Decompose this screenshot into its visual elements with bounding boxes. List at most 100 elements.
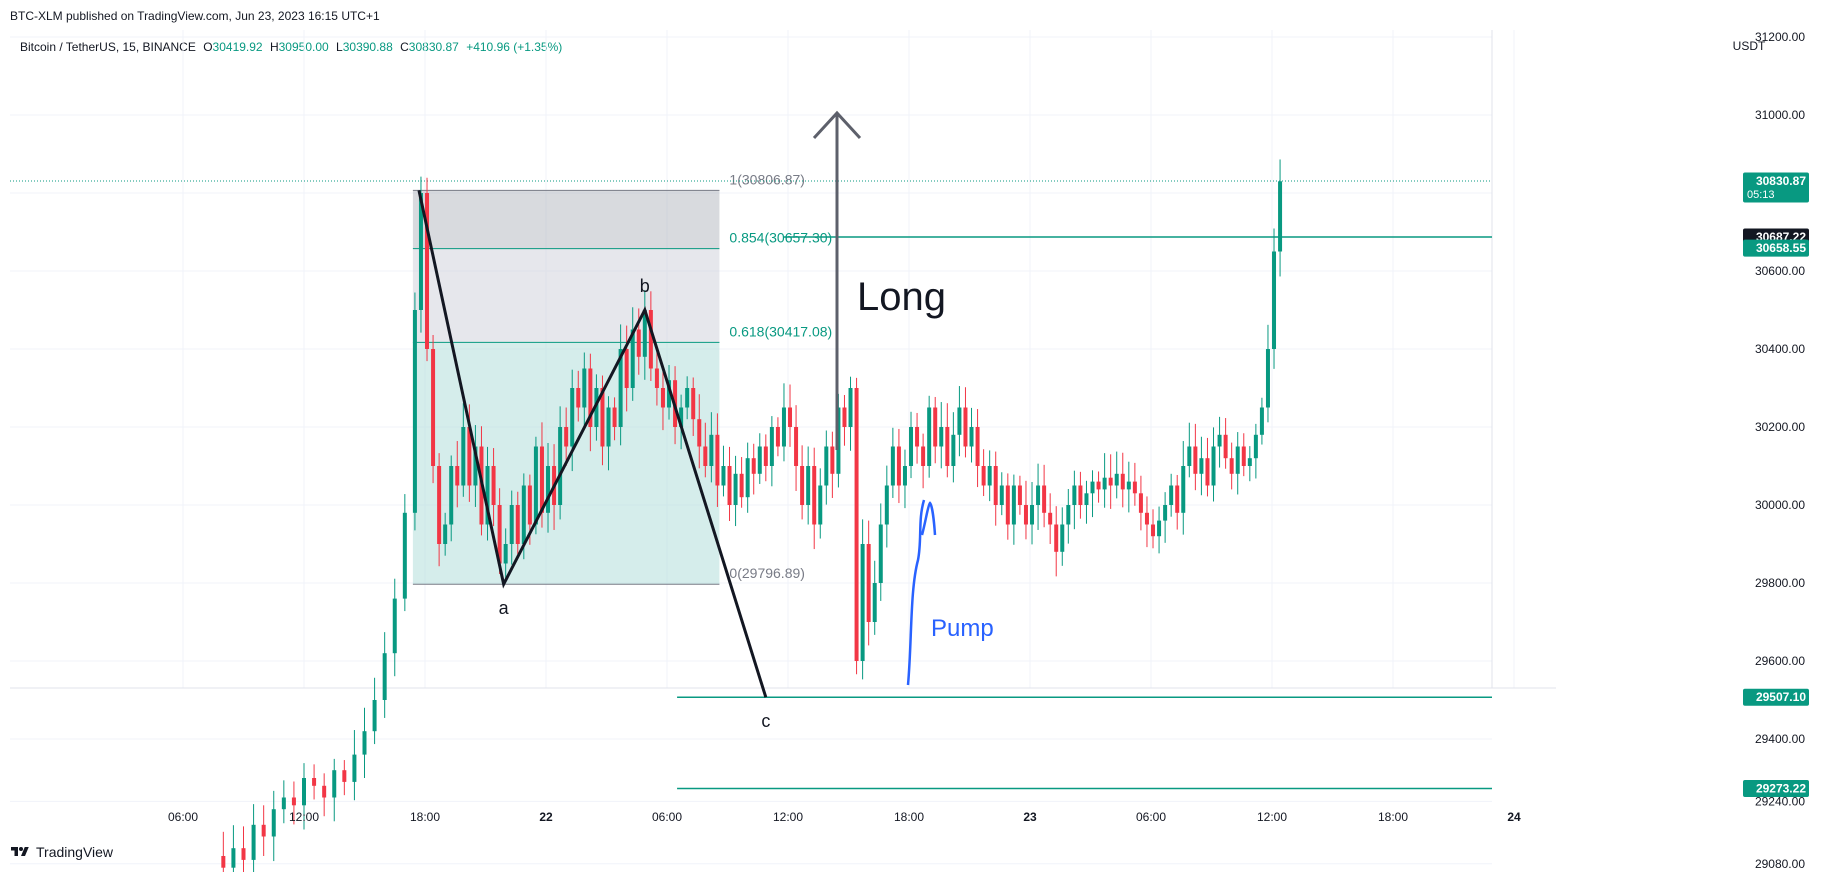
candle-body [1205,458,1210,486]
candle-body [221,856,226,868]
long-annotation: Long [857,275,946,319]
candle-body [485,466,490,525]
candle-body [884,485,889,525]
candle-body [570,388,575,447]
price-axis-tick: 29800.00 [1755,576,1805,590]
candle-body [261,824,266,837]
candle-body [1163,505,1168,521]
open-label: O [203,40,213,54]
price-axis-tick: 31200.00 [1755,30,1805,44]
candle-body [392,598,397,654]
candle-body [709,434,714,466]
fib-level-label: 0.854(30657.30) [729,230,832,246]
candle-body [271,809,276,837]
price-axis-tick: 30600.00 [1755,264,1805,278]
candle-body [691,388,696,420]
candle-body [715,434,720,486]
candle-body [473,446,478,486]
time-axis-tick: 18:00 [1378,810,1408,824]
candle-body [588,368,593,427]
candle-body [975,427,980,466]
candle-body [241,848,246,860]
price-axis-tick: 29080.00 [1755,857,1805,871]
candle-body [1042,485,1047,513]
candle-body [830,446,835,474]
candle-body [848,388,853,427]
price-tag-countdown: 05:13 [1747,189,1775,201]
candle-body [1023,505,1028,525]
candle-body [775,427,780,447]
candle-body [866,544,871,622]
candle-body [999,485,1004,505]
price-axis-tick: 29400.00 [1755,732,1805,746]
candle-body [896,446,901,486]
candle-body [1247,458,1252,466]
candle-body [1066,505,1071,525]
time-axis-tick: 18:00 [894,810,924,824]
candle-body [939,427,944,447]
candle-body [679,407,684,427]
candle-body [503,544,508,564]
candle-body [612,407,617,427]
candle-body [352,754,357,782]
candle-body [1005,485,1010,525]
candle-body [1084,493,1089,505]
time-axis-tick: 06:00 [652,810,682,824]
low-value: 30390.88 [342,40,393,54]
price-tag-label: 30830.87 [1756,174,1806,188]
candle-body [618,349,623,427]
time-axis-tick: 22 [539,810,553,824]
candle-body [636,329,641,357]
candle-body [251,824,256,860]
candle-body [981,466,986,486]
candle-body [842,407,847,427]
candle-body [558,427,563,505]
candle-body [1011,485,1016,525]
candle-body [800,466,805,505]
fib-zone-mid [412,248,720,343]
pump-arrow-head-icon [920,501,937,536]
price-axis-tick: 30400.00 [1755,342,1805,356]
candle-body [794,427,799,466]
candle-body [878,524,883,583]
price-tag-bg [1743,172,1809,203]
candle-body [733,473,738,505]
tradingview-logo-icon [11,847,29,856]
candle-body [302,778,306,806]
candle-body [1229,458,1234,474]
candle-body [1187,446,1192,466]
candle-body [969,427,974,447]
footer: TradingView [10,844,113,860]
candle-body [1193,446,1198,474]
candle-body [727,466,732,505]
price-tag-label: 29273.22 [1756,781,1806,795]
time-axis-tick: 12:00 [1257,810,1287,824]
time-axis-tick: 23 [1023,810,1037,824]
candle-body [412,310,417,513]
symbol-name: Bitcoin / TetherUS, 15, BINANCE [20,40,196,54]
low-label: L [336,40,343,54]
candle-body [624,349,629,388]
candle-body [497,505,502,564]
candle-body [745,458,750,498]
candle-body [721,466,726,486]
price-axis-tick: 29600.00 [1755,654,1805,668]
candle-body [1169,485,1174,505]
candle-body [342,770,347,782]
candle-body [546,466,551,513]
price-axis-tick: 31000.00 [1755,108,1805,122]
candle-body [769,427,774,466]
candle-body [461,427,466,486]
candle-body [1278,181,1283,252]
candle-body [521,485,526,544]
candle-body [425,193,430,349]
candle-body [372,700,377,732]
candle-body [1060,524,1065,552]
candle-body [1114,473,1119,486]
candle-body [431,349,436,466]
candle-body [987,466,992,486]
candle-body [739,473,744,498]
candle-body [1144,512,1149,525]
price-tag-label: 30658.55 [1756,241,1806,255]
